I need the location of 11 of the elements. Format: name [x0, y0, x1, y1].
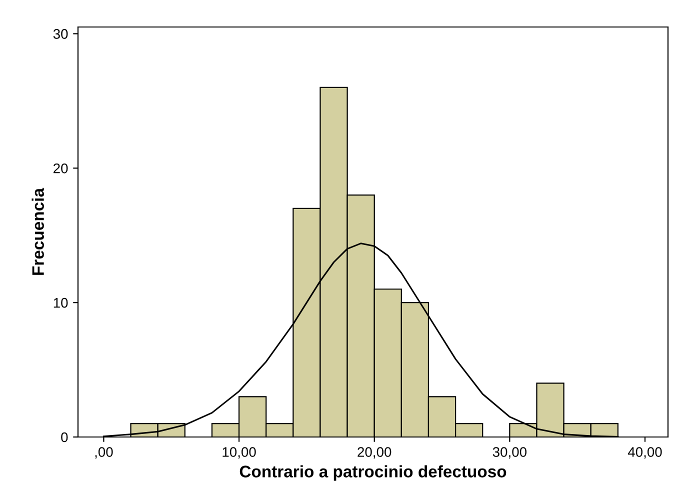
- x-tick-label: 40,00: [628, 447, 662, 459]
- x-tick-label: 20,00: [358, 447, 392, 459]
- y-axis-title: Frecuencia: [32, 188, 44, 275]
- y-tick-label: 20: [54, 163, 68, 174]
- y-tick-label: 30: [53, 29, 68, 39]
- y-tick-label: 10: [54, 298, 68, 308]
- x-tick-label: 30,00: [492, 447, 527, 459]
- x-tick-label: ,00: [95, 447, 113, 459]
- x-axis-title: Contrario a patrocinio defectuoso: [240, 465, 506, 481]
- x-tick-label: 10,00: [222, 447, 256, 459]
- y-tick-label: 0: [61, 432, 68, 442]
